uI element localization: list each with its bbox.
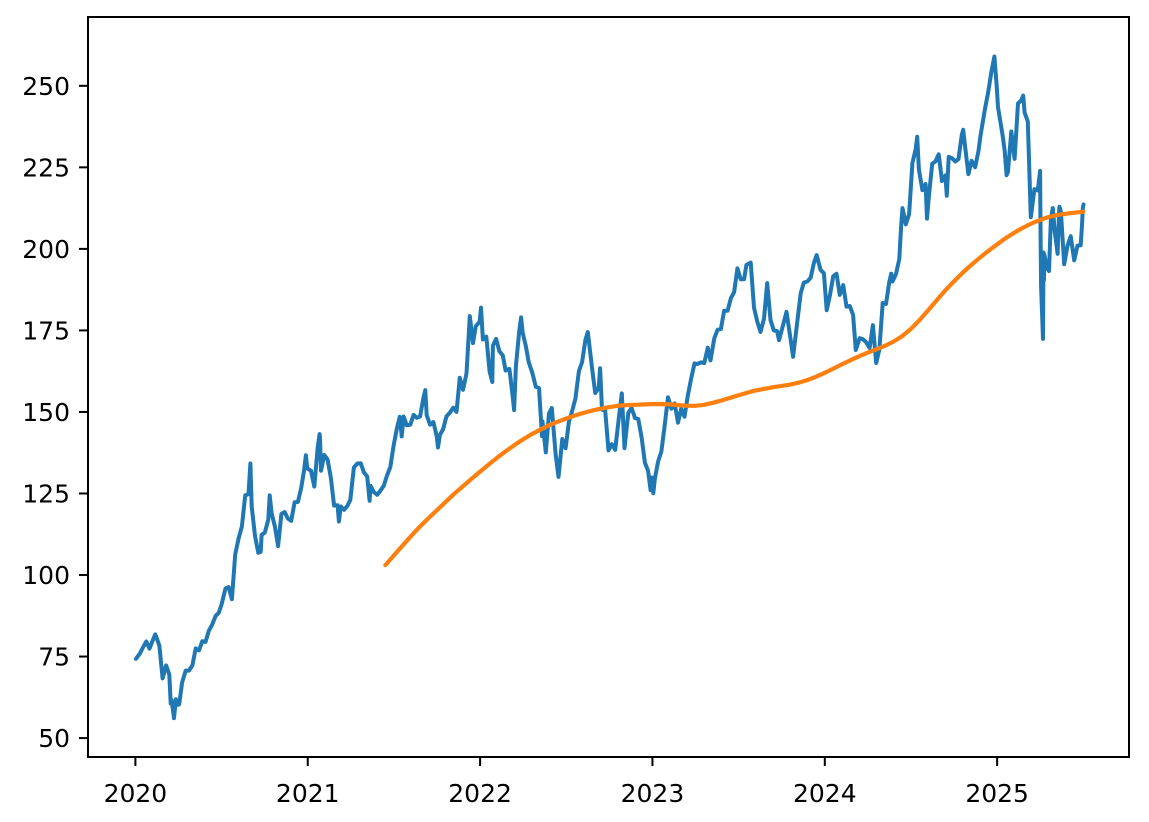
y-tick-label: 50: [38, 724, 70, 753]
x-tick-label: 2022: [448, 779, 512, 808]
y-tick-label: 100: [22, 561, 70, 590]
x-tick-label: 2025: [965, 779, 1029, 808]
y-tick-label: 250: [22, 72, 70, 101]
y-tick-label: 75: [38, 643, 70, 672]
y-tick-label: 175: [22, 316, 70, 345]
y-tick-label: 150: [22, 398, 70, 427]
plot-series: [133, 54, 1086, 721]
y-tick-label: 125: [22, 479, 70, 508]
y-tick-label: 225: [22, 153, 70, 182]
x-tick-label: 2021: [276, 779, 340, 808]
x-tick-label: 2023: [621, 779, 685, 808]
series-blue-price: [133, 54, 1086, 721]
x-axis: 2020 2021 2022 2023 2024 2025: [104, 757, 1029, 808]
series-orange-moving-average: [383, 209, 1086, 568]
x-tick-label: 2024: [793, 779, 857, 808]
y-axis: 50 75 100 125 150 175 200 225 250: [22, 72, 88, 753]
x-tick-label: 2020: [104, 779, 168, 808]
plot-border: [87, 16, 1130, 758]
y-tick-label: 200: [22, 235, 70, 264]
